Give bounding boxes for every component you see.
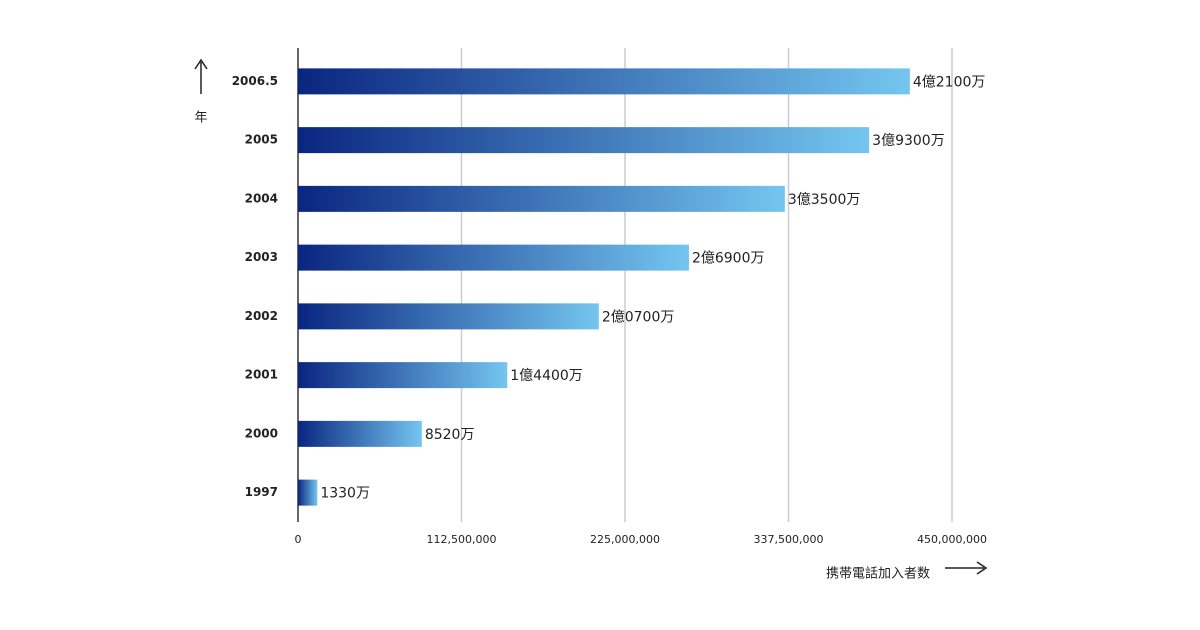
bar (298, 244, 689, 271)
bar (298, 420, 422, 447)
bar (298, 479, 318, 506)
y-tick-label: 2000 (245, 426, 278, 440)
y-tick-label: 2004 (245, 191, 278, 205)
value-label: 2億6900万 (692, 251, 765, 267)
y-tick-label: 2006.5 (232, 74, 278, 88)
bar (298, 303, 599, 330)
y-tick-label: 2005 (245, 133, 278, 147)
x-arrow-head (976, 561, 988, 575)
y-arrow-head (194, 58, 208, 70)
value-label: 2億0700万 (602, 309, 675, 325)
bar (298, 127, 870, 154)
bar (298, 68, 910, 95)
bar (298, 185, 785, 212)
y-tick-label: 2002 (245, 309, 278, 323)
y-tick-label: 2001 (245, 368, 278, 382)
x-tick-label: 337,500,000 (754, 533, 824, 546)
x-tick-label: 112,500,000 (427, 533, 497, 546)
x-axis-label: 携帯電話加入者数 (826, 566, 930, 582)
y-axis-label: 年 (194, 111, 207, 126)
value-label: 1億4400万 (510, 368, 583, 384)
value-label: 1330万 (320, 486, 370, 502)
value-label: 4億2100万 (913, 74, 986, 90)
x-tick-label: 450,000,000 (917, 533, 987, 546)
bar (298, 362, 508, 389)
value-label: 8520万 (425, 427, 475, 443)
y-tick-label: 2003 (245, 250, 278, 264)
value-label: 3億9300万 (872, 133, 945, 149)
x-tick-label: 225,000,000 (590, 533, 660, 546)
x-tick-label: 0 (295, 533, 302, 546)
value-label: 3億3500万 (788, 192, 861, 208)
y-tick-label: 1997 (245, 485, 278, 499)
